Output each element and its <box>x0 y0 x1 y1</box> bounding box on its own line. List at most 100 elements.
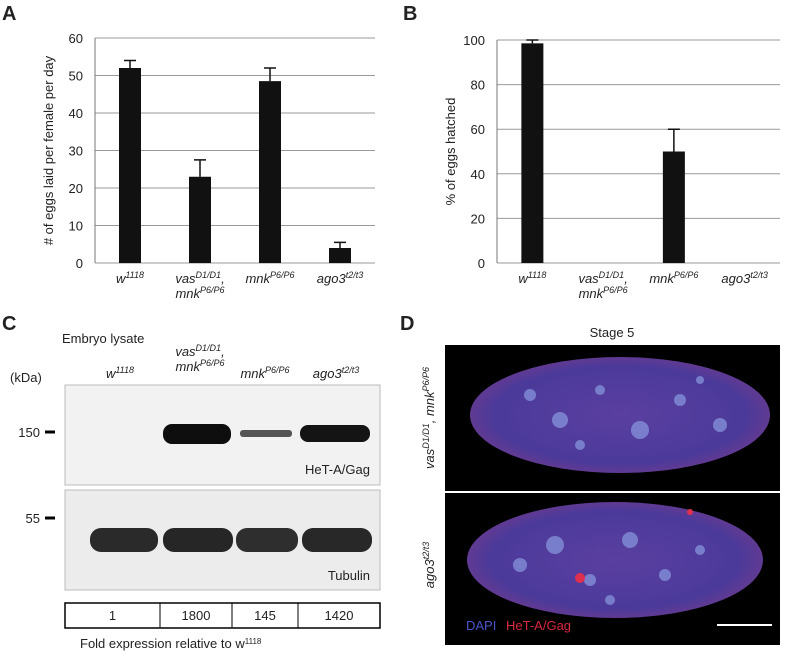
caption: Fold expression relative to w1118 <box>80 636 262 651</box>
superscript: P6/P6 <box>270 270 295 280</box>
band-label: HeT-A/Gag <box>305 462 370 477</box>
marker-label: 55 <box>26 511 40 526</box>
y-axis-label: % of eggs hatched <box>443 98 458 206</box>
table-cell: 145 <box>254 608 276 623</box>
label-text: mnk <box>649 271 675 286</box>
y-tick-label: 0 <box>478 256 485 271</box>
label-text: mnk <box>240 366 266 381</box>
signal <box>575 573 585 583</box>
label-text: vas <box>578 271 599 286</box>
superscript: 1118 <box>125 270 144 280</box>
superscript: t2/t3 <box>750 270 768 280</box>
label-text: w <box>106 366 117 381</box>
error-bar <box>194 159 206 177</box>
error-bar <box>264 67 276 82</box>
panel-title: Stage 5 <box>590 325 635 340</box>
superscript: D1/D1 <box>196 343 222 353</box>
superscript: t2/t3 <box>346 270 364 280</box>
label: ago3t2/t3 <box>313 365 359 381</box>
label: vasD1/D1, mnkP6/P6 <box>175 270 224 301</box>
bar <box>329 248 351 263</box>
superscript: t2/t3 <box>421 542 431 560</box>
label-text: mnk <box>175 286 201 301</box>
superscript: D1/D1 <box>196 270 222 280</box>
y-tick-label: 0 <box>76 256 83 271</box>
band-label: Tubulin <box>328 568 370 583</box>
y-tick-label: 100 <box>463 33 485 48</box>
label-text: mnk <box>579 286 605 301</box>
label-text: vas <box>175 271 196 286</box>
table-cell: 1 <box>109 608 116 623</box>
label: mnkP6/P6 <box>649 270 698 286</box>
error-bar <box>124 59 136 68</box>
label-text: vas <box>422 448 437 469</box>
y-tick-label: 20 <box>69 181 83 196</box>
label-text: vas <box>175 344 196 359</box>
label-text: w <box>116 271 127 286</box>
superscript: 1118 <box>528 270 547 280</box>
marker-label: 150 <box>18 425 40 440</box>
superscript: D1/D1 <box>421 423 431 449</box>
y-tick-label: 40 <box>69 106 83 121</box>
unit-label: (kDa) <box>10 370 42 385</box>
y-tick-label: 60 <box>69 31 83 46</box>
label-text: mnk <box>175 359 201 374</box>
superscript: P6/P6 <box>674 270 699 280</box>
superscript: P6/P6 <box>200 285 225 295</box>
bar <box>662 151 685 263</box>
label-text: mnk <box>245 271 271 286</box>
nuclei <box>513 376 727 605</box>
label: vasD1/D1, mnkP6/P6 <box>175 343 224 374</box>
panel-label: A <box>2 3 16 25</box>
blot-band <box>163 424 231 444</box>
label: mnkP6/P6 <box>245 270 294 286</box>
superscript: P6/P6 <box>421 367 431 392</box>
blot-band <box>302 528 372 552</box>
label: ago3t2/t3 <box>721 270 767 286</box>
label: mnkP6/P6 <box>240 365 289 381</box>
label: vasD1/D1, mnkP6/P6 <box>578 270 627 301</box>
superscript: 1118 <box>115 365 134 375</box>
error-bar <box>334 241 346 248</box>
legend-dapi: DAPI <box>466 618 496 633</box>
caption-text: Fold expression relative to w <box>80 636 245 651</box>
table <box>64 602 381 629</box>
superscript: P6/P6 <box>603 285 628 295</box>
blot-band <box>236 528 298 552</box>
panel-label: B <box>403 3 417 25</box>
panel-title: Embryo lysate <box>62 331 144 346</box>
bar <box>189 176 211 263</box>
label-text: ago3 <box>721 271 751 286</box>
label: ago3t2/t3 <box>317 270 363 286</box>
embryo <box>467 502 763 618</box>
blot-band <box>163 528 233 552</box>
label-text: ago3 <box>317 271 347 286</box>
panel-label: D <box>400 313 414 335</box>
blot-band <box>300 425 370 442</box>
y-tick-label: 60 <box>471 122 485 137</box>
y-tick-label: 20 <box>471 211 485 226</box>
y-tick-label: 80 <box>471 78 485 93</box>
superscript: 1118 <box>245 637 262 646</box>
label: w1118 <box>116 270 144 286</box>
label: w1118 <box>106 365 134 381</box>
panel-label: C <box>2 313 16 335</box>
label: ago3t2/t3 <box>421 542 437 588</box>
y-tick-label: 50 <box>69 69 83 84</box>
label-text: ago3 <box>422 559 437 589</box>
superscript: P6/P6 <box>200 358 225 368</box>
signal <box>687 509 693 515</box>
table-cell: 1800 <box>182 608 211 623</box>
blot-band <box>240 430 292 437</box>
bar <box>521 43 544 263</box>
superscript: D1/D1 <box>599 270 625 280</box>
label-text: , <box>221 271 225 286</box>
superscript: P6/P6 <box>265 365 290 375</box>
y-axis-label: # of eggs laid per female per day <box>41 55 56 245</box>
legend-heta: HeT-A/Gag <box>506 618 571 633</box>
bar <box>259 81 281 263</box>
table-cell: 1420 <box>325 608 354 623</box>
label: vasD1/D1, mnkP6/P6 <box>421 367 437 469</box>
label-text: , <box>624 271 628 286</box>
